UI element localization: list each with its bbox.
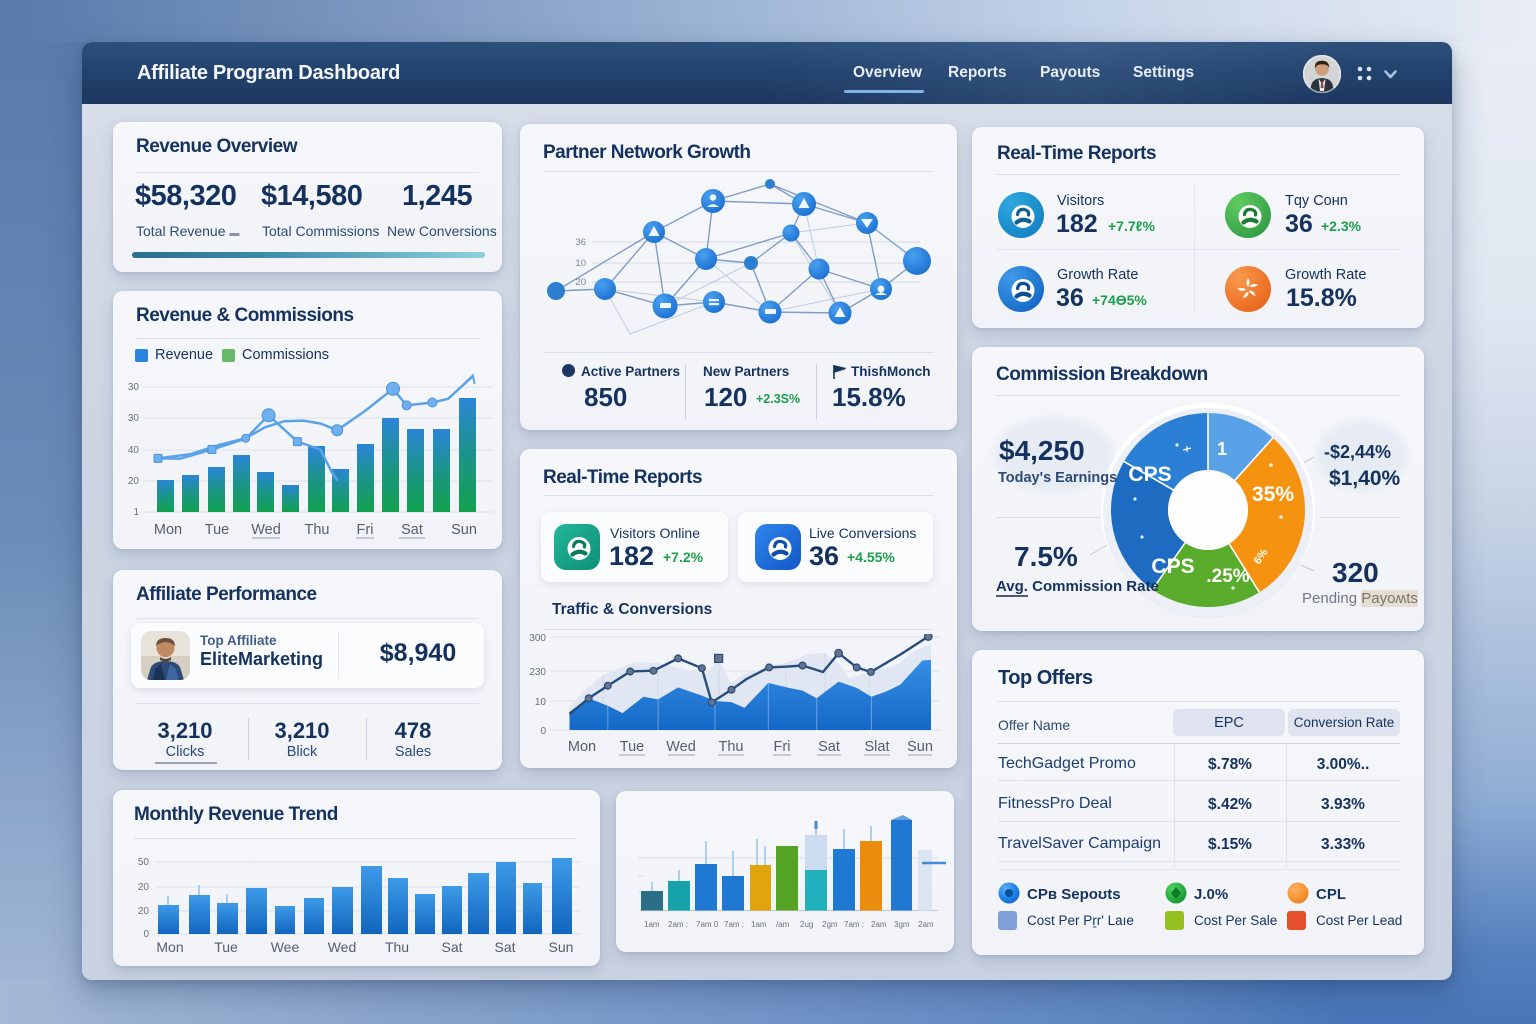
svg-text:36: 36 — [575, 237, 586, 248]
svg-text:230: 230 — [529, 667, 546, 678]
svg-text:30: 30 — [128, 413, 140, 424]
svg-text:20: 20 — [128, 476, 140, 487]
svg-text:20: 20 — [575, 277, 586, 288]
svg-text:Wed: Wed — [666, 739, 696, 755]
svg-text:0: 0 — [143, 929, 149, 940]
svg-text:Sun: Sun — [451, 522, 477, 538]
svg-text:Sat: Sat — [494, 939, 515, 955]
svg-text:10: 10 — [535, 697, 547, 708]
svg-text:Tue: Tue — [205, 522, 229, 538]
svg-text:2ug: 2ug — [800, 920, 813, 929]
svg-text:Sun: Sun — [907, 739, 933, 755]
svg-text:Sat: Sat — [441, 939, 462, 955]
svg-text:Thu: Thu — [719, 739, 744, 755]
svg-text:Tue: Tue — [620, 739, 644, 755]
svg-text:1: 1 — [133, 507, 139, 518]
svg-text:7am 0: 7am 0 — [696, 920, 719, 929]
svg-text:1am: 1am — [644, 920, 660, 929]
svg-text:CPS: CPS — [1128, 463, 1171, 486]
svg-text:Mon: Mon — [156, 939, 183, 955]
svg-text:Tue: Tue — [214, 939, 238, 955]
svg-text:Wed: Wed — [251, 522, 281, 538]
svg-text:Sat: Sat — [401, 522, 423, 538]
svg-text:2am: 2am — [871, 920, 887, 929]
svg-text:Mon: Mon — [568, 739, 596, 755]
svg-text:.25%: .25% — [1206, 566, 1249, 587]
svg-text:2am: 2am — [918, 920, 934, 929]
svg-text:Fri: Fri — [774, 739, 791, 755]
svg-text:50: 50 — [138, 857, 150, 868]
svg-text:Sun: Sun — [549, 939, 574, 955]
svg-text:30: 30 — [128, 382, 140, 393]
svg-text:7am :: 7am : — [724, 920, 744, 929]
svg-text:Thu: Thu — [385, 939, 409, 955]
svg-text:7am :: 7am : — [844, 920, 864, 929]
svg-text:Mon: Mon — [154, 522, 182, 538]
svg-text:20: 20 — [138, 906, 150, 917]
svg-text:1: 1 — [1217, 439, 1227, 459]
svg-text:300: 300 — [529, 634, 546, 644]
svg-text:Thu: Thu — [305, 522, 330, 538]
svg-text:Slat: Slat — [865, 739, 890, 755]
svg-text:20: 20 — [138, 882, 150, 893]
svg-text:/am: /am — [776, 920, 790, 929]
svg-text:35%: 35% — [1252, 483, 1294, 506]
svg-text:2am :: 2am : — [668, 920, 688, 929]
svg-text:0: 0 — [540, 726, 546, 737]
svg-text:3gm: 3gm — [894, 920, 910, 929]
svg-text:CPS: CPS — [1151, 555, 1194, 578]
svg-text:2gm: 2gm — [822, 920, 838, 929]
svg-text:10: 10 — [575, 258, 586, 269]
svg-text:Wed: Wed — [328, 939, 357, 955]
svg-text:Wee: Wee — [271, 939, 300, 955]
svg-text:40: 40 — [128, 445, 140, 456]
svg-text:Fri: Fri — [357, 522, 374, 538]
svg-text:1am: 1am — [751, 920, 767, 929]
svg-text:Sat: Sat — [818, 739, 840, 755]
